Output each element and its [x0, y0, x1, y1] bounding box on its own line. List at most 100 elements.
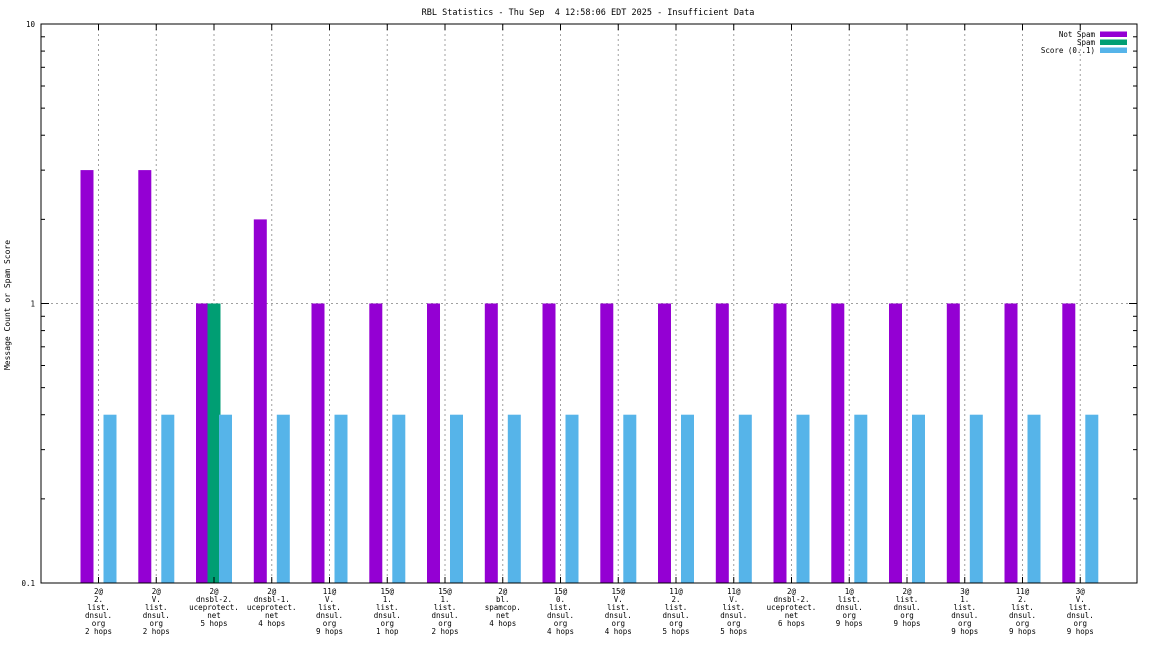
x-tick-label: 1.: [383, 595, 392, 604]
x-tick-label: 0.: [556, 595, 565, 604]
x-tick-label: org: [727, 619, 741, 628]
bar: [196, 303, 209, 583]
bar: [681, 414, 694, 583]
x-tick-label: 5 hops: [200, 619, 227, 628]
x-tick-label: 9 hops: [893, 619, 920, 628]
x-tick-label: dnsul.: [605, 611, 632, 620]
x-tick-label: list.: [145, 603, 168, 612]
x-tick-label: 1.: [960, 595, 969, 604]
bar: [542, 303, 556, 583]
x-tick-label: 2@: [498, 587, 508, 596]
x-tick-label: 4 hops: [547, 627, 574, 636]
bar: [369, 303, 383, 583]
x-tick-label: org: [380, 619, 394, 628]
x-tick-label: dnsul.: [85, 611, 112, 620]
x-tick-label: 11@: [1016, 587, 1030, 596]
bar: [427, 303, 440, 583]
bar: [311, 303, 325, 583]
x-tick-label: 5 hops: [662, 627, 689, 636]
x-tick-label: 15@: [438, 587, 452, 596]
x-tick-label: 11@: [669, 587, 683, 596]
y-tick-label: 10: [26, 20, 36, 29]
x-tick-label: 5 hops: [720, 627, 747, 636]
x-tick-label: 11@: [727, 587, 741, 596]
x-tick-label: list.: [665, 603, 688, 612]
x-tick-label: 1 hop: [376, 627, 399, 636]
bar: [946, 303, 960, 583]
x-tick-label: 2 hops: [431, 627, 458, 636]
bar: [969, 414, 983, 583]
x-tick-label: V.: [325, 595, 334, 604]
x-tick-label: 2@: [267, 587, 277, 596]
x-tick-label: dnsul.: [893, 603, 920, 612]
x-tick-label: V.: [1076, 595, 1085, 604]
x-tick-label: 2@: [94, 587, 104, 596]
bar: [207, 303, 221, 583]
bar: [450, 414, 463, 583]
bar: [889, 303, 902, 583]
x-tick-label: 15@: [554, 587, 568, 596]
x-tick-label: org: [92, 619, 106, 628]
x-tick-label: dnsul.: [143, 611, 170, 620]
bar: [219, 414, 232, 583]
x-tick-label: 9 hops: [316, 627, 343, 636]
x-tick-label: V.: [152, 595, 161, 604]
legend-swatch: [1100, 47, 1127, 53]
bar: [103, 414, 117, 583]
x-tick-label: 2@: [787, 587, 797, 596]
bar: [1027, 414, 1041, 583]
x-tick-label: dnsul.: [374, 611, 401, 620]
x-tick-label: list.: [376, 603, 399, 612]
bar: [161, 414, 175, 583]
x-tick-label: list.: [1069, 603, 1092, 612]
x-tick-label: list.: [838, 595, 861, 604]
x-tick-label: dnsul.: [836, 603, 863, 612]
x-tick-label: org: [842, 611, 856, 620]
x-tick-label: 2@: [152, 587, 162, 596]
bar: [507, 414, 521, 583]
x-tick-label: 9 hops: [1009, 627, 1036, 636]
x-tick-label: list.: [87, 603, 110, 612]
x-tick-label: list.: [722, 603, 745, 612]
x-tick-label: org: [554, 619, 568, 628]
x-tick-label: org: [958, 619, 972, 628]
x-tick-label: bl.: [496, 595, 510, 604]
x-tick-label: list.: [953, 603, 976, 612]
bar: [334, 414, 348, 583]
x-tick-label: 2.: [671, 595, 680, 604]
bar: [80, 170, 94, 583]
x-tick-label: org: [323, 619, 337, 628]
bar: [253, 219, 267, 583]
x-tick-label: dnsul.: [1067, 611, 1094, 620]
x-tick-label: 1.: [440, 595, 449, 604]
x-tick-label: spamcop.: [485, 603, 521, 612]
bar: [796, 414, 810, 583]
x-tick-label: org: [438, 619, 452, 628]
x-tick-label: dnsbl-2.: [773, 595, 809, 604]
x-tick-label: 3@: [1076, 587, 1086, 596]
bar: [276, 414, 290, 583]
x-tick-label: 9 hops: [836, 619, 863, 628]
legend-label: Not Spam: [1059, 30, 1096, 39]
x-tick-label: V.: [614, 595, 623, 604]
x-tick-label: org: [149, 619, 163, 628]
bar: [738, 414, 752, 583]
x-tick-label: dnsul.: [547, 611, 574, 620]
bar: [138, 170, 152, 583]
x-tick-label: net: [207, 611, 221, 620]
x-tick-label: 1@: [845, 587, 855, 596]
bar: [1085, 414, 1099, 583]
x-tick-label: org: [611, 619, 625, 628]
x-tick-label: org: [900, 611, 914, 620]
x-tick-label: 15@: [380, 587, 394, 596]
x-tick-label: list.: [434, 603, 457, 612]
x-tick-label: uceprotect.: [189, 603, 239, 612]
x-tick-label: 2.: [1018, 595, 1027, 604]
x-tick-label: dnsul.: [951, 611, 978, 620]
x-tick-label: 2 hops: [143, 627, 170, 636]
x-tick-label: dnsul.: [1009, 611, 1036, 620]
x-tick-label: uceprotect.: [767, 603, 817, 612]
x-tick-label: list.: [896, 595, 919, 604]
x-tick-label: 4 hops: [489, 619, 516, 628]
